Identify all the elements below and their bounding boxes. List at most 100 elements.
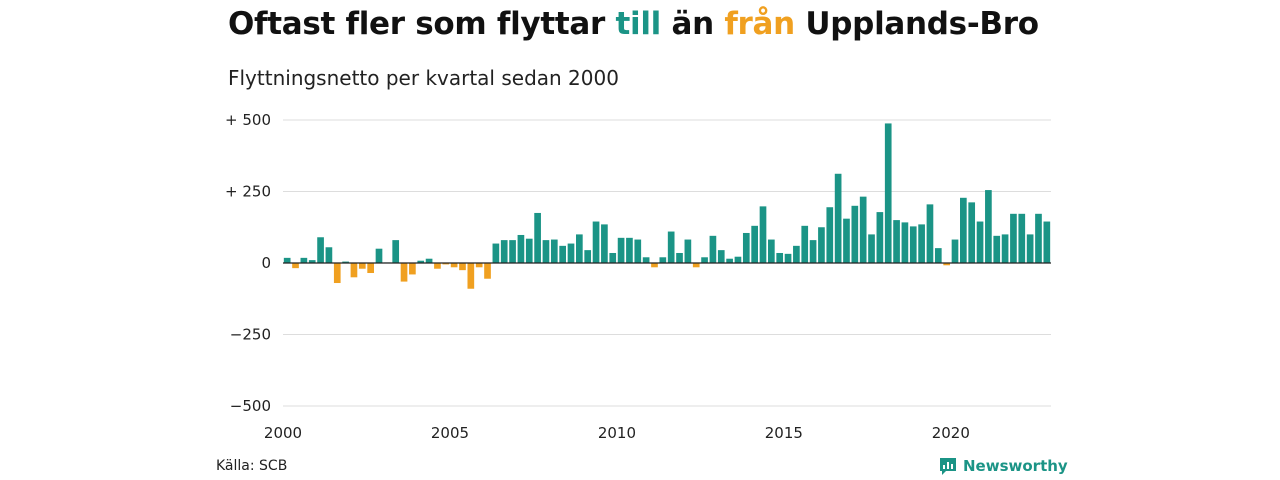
bar [1043,221,1051,263]
bar [283,257,291,263]
bar [1018,213,1026,263]
y-tick-label: 0 [261,254,271,272]
bar [843,218,850,263]
bar [308,260,316,263]
bar [409,263,416,275]
bar [768,239,775,263]
bar [475,263,483,268]
bar [525,238,533,263]
bar [934,248,942,263]
bar [776,252,784,263]
x-tick-label: 2020 [932,424,970,442]
bar [926,204,934,263]
bar [459,263,466,271]
bar [717,250,725,263]
bar [1026,234,1034,263]
x-tick-label: 2015 [765,424,803,442]
bar [751,225,758,263]
x-tick-label: 2005 [431,424,469,442]
bar [801,225,809,263]
bar [601,224,608,263]
bar [375,248,383,263]
bar [976,221,984,263]
bar [425,258,433,263]
bar [500,240,508,263]
bar [333,263,341,284]
bar [651,263,658,268]
bar [659,257,667,263]
bar [550,239,558,263]
bar [559,245,566,263]
title-word-to: till [615,6,661,42]
bar [701,257,708,263]
bar [784,253,792,263]
bar [592,221,600,263]
bar [434,263,441,269]
bar [1010,213,1017,263]
x-tick-label: 2000 [264,424,302,442]
y-tick-label: −500 [230,397,271,415]
bar [951,239,959,263]
bar [909,226,917,263]
y-tick-label: + 250 [225,183,271,201]
bar [492,243,500,263]
bar [442,263,450,265]
bar [300,257,308,263]
bar [726,258,733,263]
bar [960,197,967,263]
bar [358,263,366,269]
bar [876,212,884,263]
bar [509,240,516,263]
bar [901,222,909,263]
bar [1035,213,1042,263]
bar [809,240,817,263]
y-tick-label: −250 [230,326,271,344]
bar [642,257,650,263]
bar [918,224,925,263]
chart-subtitle: Flyttningsnetto per kvartal sedan 2000 [228,66,619,90]
bar [826,207,834,263]
bar [634,239,642,263]
bar [292,263,299,269]
brand-name: Newsworthy [963,457,1068,475]
bar [392,240,400,263]
bar [317,237,324,263]
title-part1: Oftast fler som flyttar [228,6,616,42]
bar [709,235,717,263]
bar [350,263,358,278]
bar [684,239,692,263]
bar [692,263,700,268]
bar [667,231,675,263]
brand-logo: Newsworthy [938,456,1068,476]
bar [609,252,617,263]
bar [893,220,900,263]
bar [676,252,683,263]
y-tick-label: + 500 [225,111,271,129]
source-note: Källa: SCB [216,458,288,474]
bar [617,237,625,263]
bar [985,190,992,263]
bar [742,232,750,263]
bar [567,243,575,263]
bar [517,234,525,263]
x-tick-label: 2010 [598,424,636,442]
bar [759,206,767,263]
bar [534,212,541,263]
bar [542,240,550,263]
bar [993,235,1001,263]
bar [851,205,859,263]
bar [818,227,825,263]
bar [859,196,867,263]
bar [584,250,592,263]
bar [467,263,475,289]
bar [834,173,842,263]
title-part3: Upplands-Bro [794,6,1039,42]
bar [417,260,425,263]
bar [626,237,633,263]
bar [793,245,800,263]
bar [884,123,892,263]
bar [450,263,458,268]
bar [734,256,742,263]
bar [342,261,349,263]
